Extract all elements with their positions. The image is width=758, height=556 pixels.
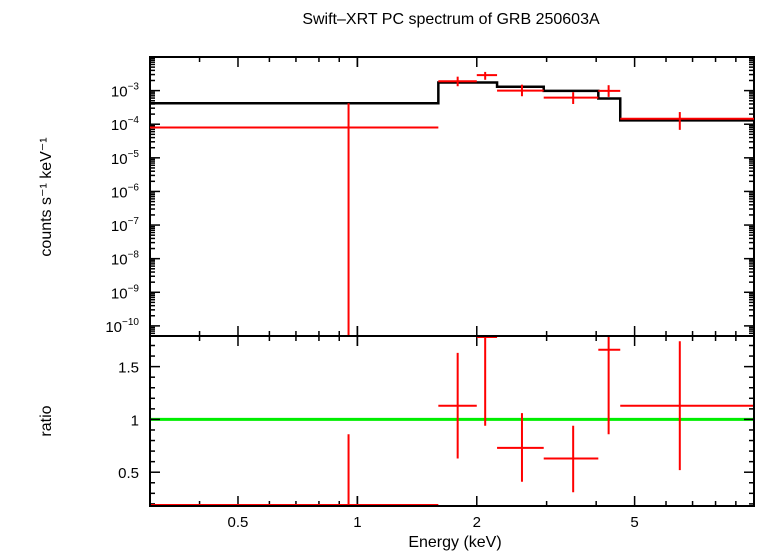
data-point <box>438 76 477 87</box>
x-tick-label: 5 <box>630 514 638 531</box>
x-tick-label: 0.5 <box>228 514 249 531</box>
y-tick-label: 10−5 <box>111 149 140 168</box>
x-tick-label: 1 <box>353 514 361 531</box>
ratio-point <box>620 341 754 471</box>
data-point <box>476 71 498 80</box>
ratio-data-points <box>150 336 754 506</box>
y-tick-label: 10−8 <box>111 250 140 269</box>
ratio-point <box>598 336 621 435</box>
ratio-tick-marks <box>149 336 754 506</box>
data-point <box>497 84 544 97</box>
y-tick-label: 10−7 <box>111 216 140 235</box>
y-tick-label: 10−6 <box>111 182 140 201</box>
model-line <box>150 81 754 122</box>
ratio-point <box>543 425 599 493</box>
spectrum-panel-frame <box>149 56 755 337</box>
data-point <box>150 103 439 336</box>
ratio-y-axis-label: ratio <box>38 405 55 436</box>
ratio-panel: 0.5 1 1.5 0.5 1 2 5 ratio Energy (keV) <box>38 335 755 551</box>
ratio-point <box>150 434 439 506</box>
x-tick-labels: 0.5 1 2 5 <box>228 514 639 531</box>
ratio-point <box>476 336 498 426</box>
ratio-point <box>438 352 477 459</box>
y-tick-label: 10−4 <box>111 115 140 134</box>
chart-title: Swift–XRT PC spectrum of GRB 250603A <box>302 11 600 28</box>
x-axis-label: Energy (keV) <box>408 534 501 551</box>
data-point <box>620 112 754 130</box>
spectrum-y-axis-label: counts s⁻¹ keV⁻¹ <box>38 137 55 256</box>
data-point <box>598 85 621 97</box>
spectrum-data-points <box>150 71 754 336</box>
ratio-point <box>497 413 544 482</box>
spectrum-y-tick-labels: 10−3 10−4 10−5 10−6 10−7 10−8 10−9 10−10 <box>105 82 139 336</box>
y-tick-label: 1.5 <box>118 360 139 377</box>
x-tick-label: 2 <box>473 514 481 531</box>
y-tick-label: 10−9 <box>111 283 140 302</box>
y-tick-label: 0.5 <box>118 465 139 482</box>
y-tick-label: 10−3 <box>111 82 140 101</box>
spectrum-panel: 10−3 10−4 10−5 10−6 10−7 10−8 10−9 10−10 counts… <box>38 56 755 337</box>
spectrum-tick-marks <box>149 56 754 336</box>
y-tick-label: 10−10 <box>105 317 139 336</box>
ratio-panel-frame <box>149 335 755 507</box>
data-point <box>543 92 599 104</box>
model-step-line <box>150 81 754 122</box>
ratio-y-tick-labels: 0.5 1 1.5 <box>118 360 139 483</box>
y-tick-label: 1 <box>131 412 139 429</box>
